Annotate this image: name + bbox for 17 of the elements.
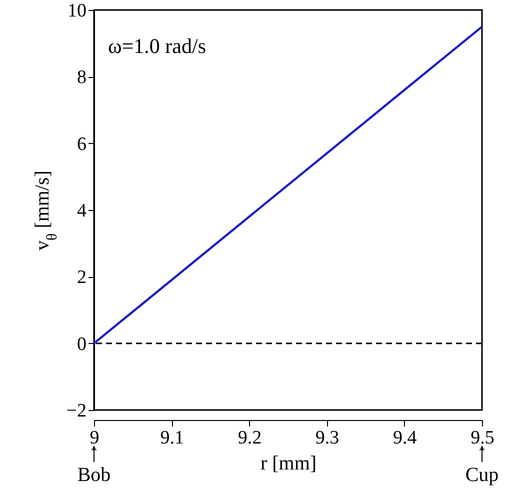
y-tick-label: 0 bbox=[77, 334, 86, 355]
x-tick-label: 9.3 bbox=[315, 428, 340, 448]
x-tick-label: 9.4 bbox=[393, 428, 418, 448]
x-tick-label: 9.5 bbox=[470, 428, 494, 448]
x-tick-label: 9 bbox=[90, 428, 100, 448]
x-tick-label: 9.1 bbox=[160, 428, 184, 448]
y-tick-label: −2 bbox=[66, 400, 86, 422]
y-tick-label: 4 bbox=[77, 200, 87, 222]
annotation: Bob bbox=[77, 464, 111, 486]
y-tick-label: 2 bbox=[77, 267, 86, 288]
y-tick-label: 10 bbox=[68, 0, 86, 22]
y-tick-label: 6 bbox=[77, 134, 86, 155]
x-tick-label: 9.2 bbox=[238, 428, 262, 448]
annotation: ω=1.0 rad/s bbox=[108, 34, 206, 58]
y-tick-label: 8 bbox=[77, 67, 86, 88]
x-axis-title: r [mm] bbox=[260, 452, 317, 474]
annotation: Cup bbox=[465, 464, 499, 486]
